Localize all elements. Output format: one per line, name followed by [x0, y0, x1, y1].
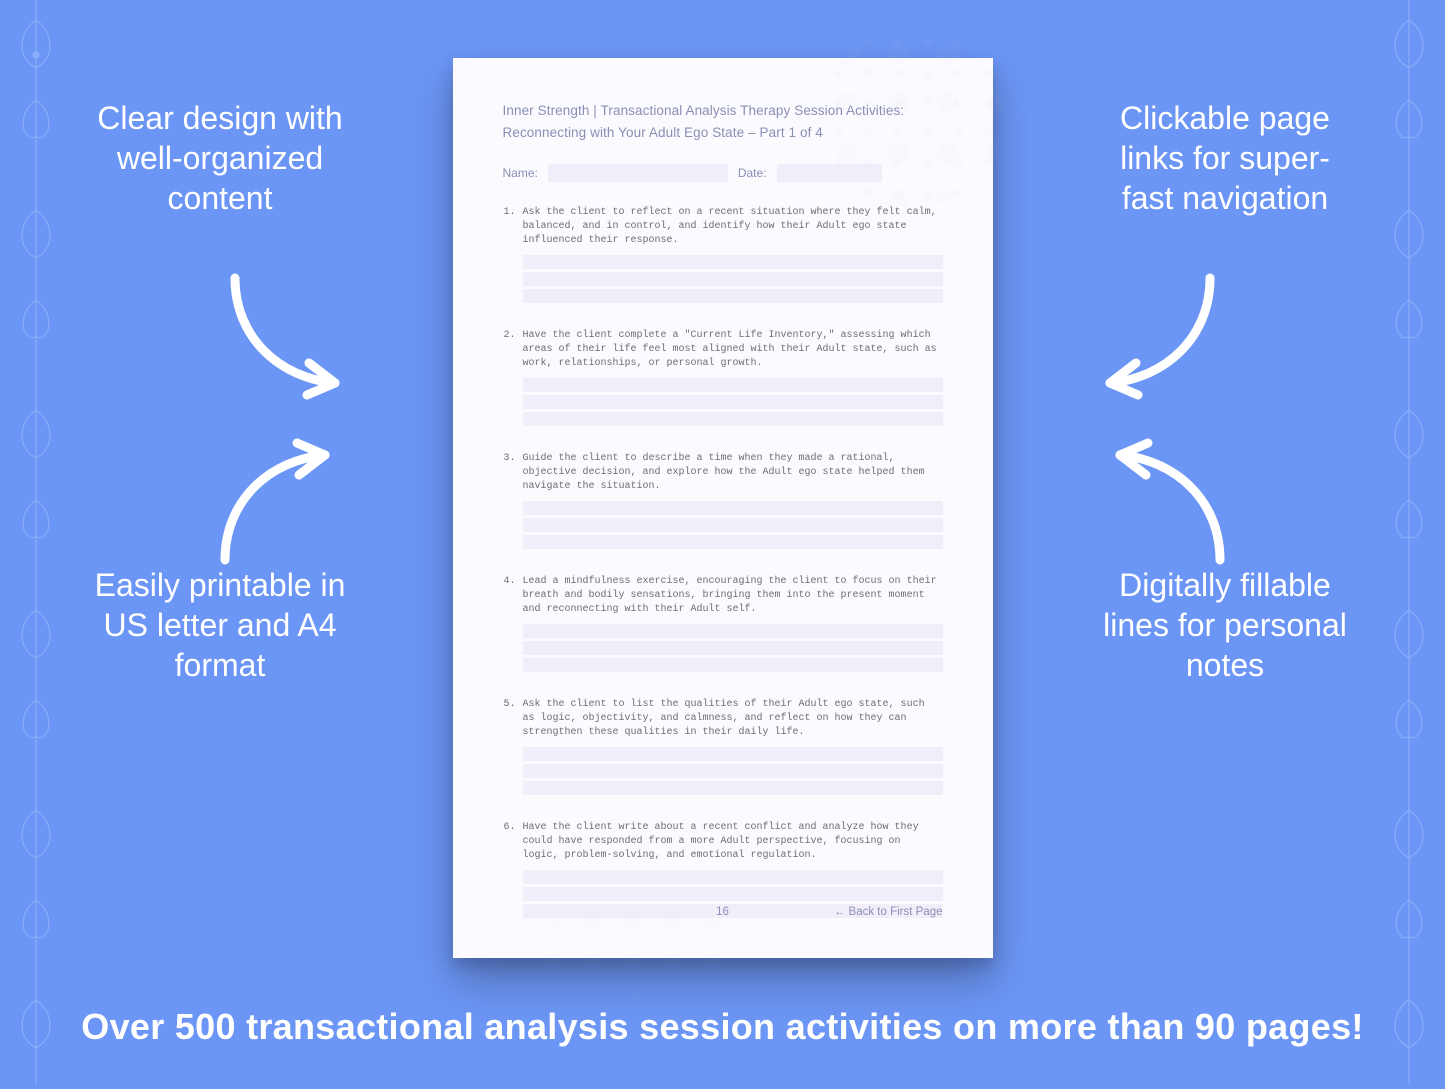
document-title: Inner Strength | Transactional Analysis …	[503, 100, 943, 144]
worksheet-item: 5.Ask the client to list the qualities o…	[503, 698, 943, 795]
decorative-border-left	[0, 0, 72, 1084]
arrow-icon	[1085, 268, 1235, 413]
item-number: 2.	[503, 329, 516, 371]
fill-line[interactable]	[523, 658, 943, 672]
fill-lines	[523, 624, 943, 672]
arrow-icon	[210, 268, 360, 413]
fill-line[interactable]	[523, 781, 943, 795]
fill-lines	[523, 255, 943, 303]
callout-top-left: Clear design with well-organized content	[90, 98, 350, 218]
name-date-row: Name: Date:	[503, 164, 943, 182]
callout-top-right: Clickable page links for super-fast navi…	[1095, 98, 1355, 218]
items-list: 1.Ask the client to reflect on a recent …	[503, 206, 943, 918]
callout-bottom-right: Digitally fillable lines for personal no…	[1095, 565, 1355, 685]
name-label: Name:	[503, 166, 538, 180]
fill-line[interactable]	[523, 395, 943, 409]
document-title-line2: Reconnecting with Your Adult Ego State –…	[503, 122, 943, 144]
bottom-banner: Over 500 transactional analysis session …	[0, 1006, 1445, 1048]
fill-line[interactable]	[523, 535, 943, 549]
document-title-line1: Inner Strength | Transactional Analysis …	[503, 100, 943, 122]
worksheet-item: 6.Have the client write about a recent c…	[503, 821, 943, 918]
fill-line[interactable]	[523, 764, 943, 778]
item-text: Have the client complete a "Current Life…	[523, 329, 943, 371]
fill-lines	[523, 747, 943, 795]
fill-line[interactable]	[523, 255, 943, 269]
fill-lines	[523, 501, 943, 549]
worksheet-item: 3.Guide the client to describe a time wh…	[503, 452, 943, 549]
document-page: Inner Strength | Transactional Analysis …	[453, 58, 993, 958]
fill-line[interactable]	[523, 747, 943, 761]
fill-line[interactable]	[523, 501, 943, 515]
item-number: 6.	[503, 821, 516, 863]
worksheet-item: 4.Lead a mindfulness exercise, encouragi…	[503, 575, 943, 672]
callout-bottom-left: Easily printable in US letter and A4 for…	[90, 565, 350, 685]
fill-line[interactable]	[523, 870, 943, 884]
fill-line[interactable]	[523, 289, 943, 303]
item-number: 4.	[503, 575, 516, 617]
item-text: Guide the client to describe a time when…	[523, 452, 943, 494]
decorative-border-right	[1373, 0, 1445, 1084]
fill-line[interactable]	[523, 518, 943, 532]
item-number: 5.	[503, 698, 516, 740]
name-field[interactable]	[548, 164, 728, 182]
item-text: Ask the client to reflect on a recent si…	[523, 206, 943, 248]
fill-line[interactable]	[523, 641, 943, 655]
item-text: Have the client write about a recent con…	[523, 821, 943, 863]
fill-line[interactable]	[523, 624, 943, 638]
worksheet-item: 1.Ask the client to reflect on a recent …	[503, 206, 943, 303]
fill-line[interactable]	[523, 378, 943, 392]
item-number: 1.	[503, 206, 516, 248]
date-label: Date:	[738, 166, 767, 180]
date-field[interactable]	[777, 164, 882, 182]
fill-lines	[523, 378, 943, 426]
fill-line[interactable]	[523, 272, 943, 286]
arrow-icon	[1095, 430, 1245, 575]
page-footer: 16 ← Back to First Page	[503, 906, 943, 918]
back-to-first-page-link[interactable]: ← Back to First Page	[834, 906, 943, 918]
item-text: Ask the client to list the qualities of …	[523, 698, 943, 740]
fill-line[interactable]	[523, 412, 943, 426]
arrow-icon	[200, 430, 350, 575]
fill-line[interactable]	[523, 887, 943, 901]
page-number: 16	[716, 906, 729, 918]
worksheet-item: 2.Have the client complete a "Current Li…	[503, 329, 943, 426]
item-number: 3.	[503, 452, 516, 494]
item-text: Lead a mindfulness exercise, encouraging…	[523, 575, 943, 617]
